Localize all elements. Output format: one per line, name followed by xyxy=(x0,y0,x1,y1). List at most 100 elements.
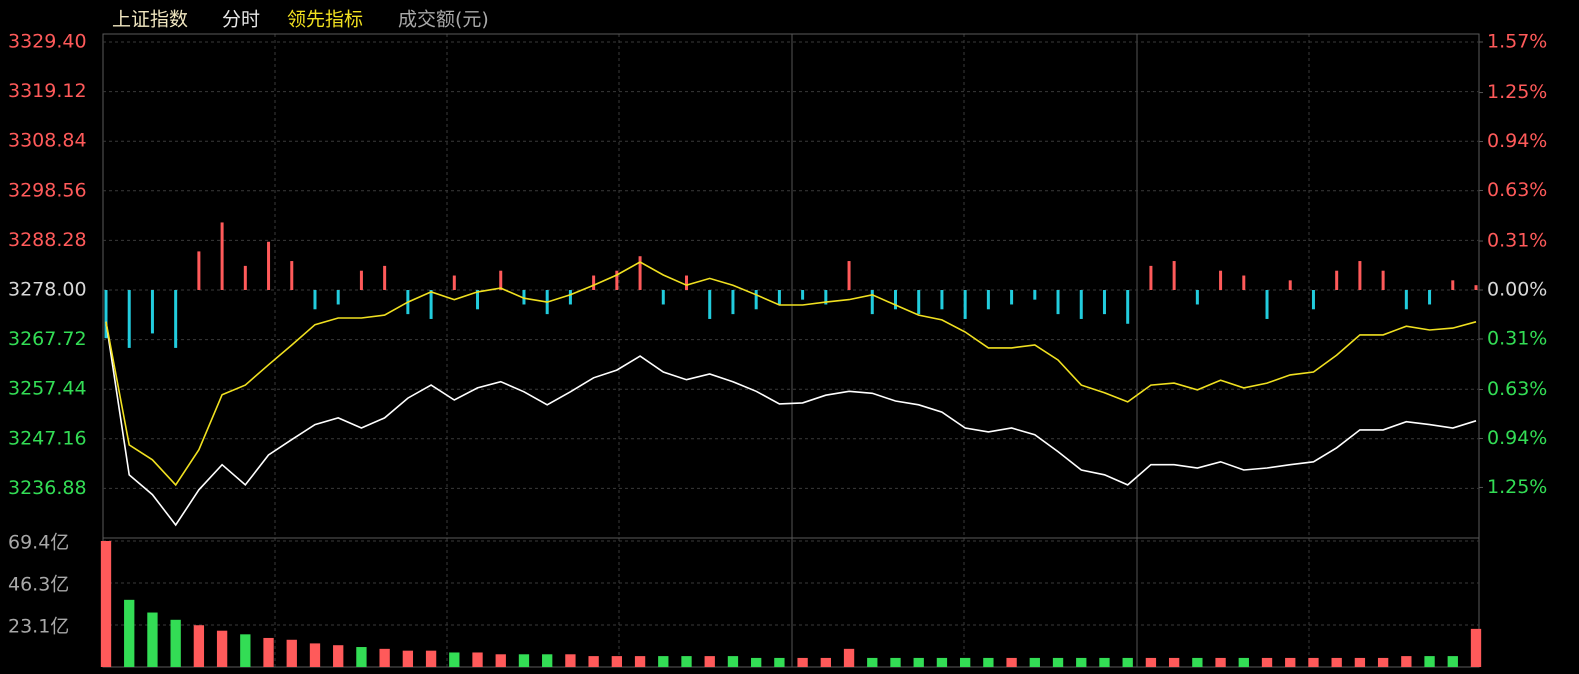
volume-bar xyxy=(1261,657,1273,667)
momentum-bar xyxy=(476,290,480,310)
momentum-bar xyxy=(243,265,247,290)
momentum-bar xyxy=(499,270,503,290)
volume-bar xyxy=(936,657,948,667)
momentum-bar xyxy=(685,275,689,290)
volume-bar xyxy=(797,657,808,667)
volume-bar xyxy=(1470,628,1482,667)
y-tick-label: 3319.12 xyxy=(8,80,87,102)
momentum-bar xyxy=(1311,290,1315,310)
volume-bar xyxy=(751,657,762,667)
momentum-bar xyxy=(104,290,108,339)
momentum-bar xyxy=(127,290,131,348)
volume-bar xyxy=(634,656,646,667)
volume-bar xyxy=(1099,657,1110,667)
index-name: 上证指数 xyxy=(112,9,188,31)
y2-tick-label: 0.31% xyxy=(1487,230,1547,252)
volume-bar xyxy=(1122,657,1133,667)
volume-bar xyxy=(1354,657,1366,667)
momentum-bar xyxy=(267,241,271,290)
momentum-bar xyxy=(708,290,712,319)
momentum-bar xyxy=(893,290,897,310)
y2-tick-label: 0.94% xyxy=(1487,130,1547,152)
momentum-bar xyxy=(661,290,665,305)
volume-bar xyxy=(959,657,971,667)
momentum-bar xyxy=(1404,290,1408,310)
momentum-bar xyxy=(1219,270,1223,290)
volume-bar xyxy=(356,647,367,667)
volume-bar xyxy=(1006,657,1017,667)
volume-bar xyxy=(1285,657,1296,667)
momentum-bar xyxy=(754,290,758,310)
y-tick-label: 3329.40 xyxy=(8,31,87,53)
y-tick-label: 3308.84 xyxy=(8,130,87,152)
momentum-bar xyxy=(1335,270,1339,290)
momentum-bar xyxy=(452,275,456,290)
momentum-bar xyxy=(847,261,851,290)
y-tick-label: 3298.56 xyxy=(8,179,87,201)
volume-bar xyxy=(263,637,274,667)
volume-bar xyxy=(472,652,483,667)
volume-bar xyxy=(658,656,669,667)
volume-bar xyxy=(843,648,855,667)
momentum-bar xyxy=(638,256,642,290)
volume-bar xyxy=(1145,657,1157,667)
momentum-bar xyxy=(1010,290,1014,305)
momentum-bar xyxy=(336,290,340,305)
volume-bar xyxy=(379,648,390,667)
momentum-bar xyxy=(1451,280,1455,290)
volume-bar xyxy=(425,650,437,667)
volume-bar xyxy=(309,643,321,667)
momentum-bar xyxy=(1172,261,1176,290)
volume-bar xyxy=(1401,656,1412,667)
volume-bar xyxy=(774,657,785,667)
volume-bar xyxy=(124,599,135,667)
momentum-bar xyxy=(986,290,990,310)
momentum-bar xyxy=(1126,290,1130,324)
momentum-bar xyxy=(1149,265,1153,290)
volume-tick-label: 69.4亿 xyxy=(8,532,69,554)
volume-bar xyxy=(240,634,251,667)
momentum-bar xyxy=(731,290,735,315)
volume-bar xyxy=(681,656,692,667)
volume-bar xyxy=(216,630,228,667)
y-tick-label: 3288.28 xyxy=(8,229,87,251)
momentum-bar xyxy=(174,290,178,348)
momentum-bar xyxy=(568,290,572,305)
volume-bar xyxy=(1377,657,1389,667)
y-tick-label: 3267.72 xyxy=(8,328,87,350)
y-tick-label: 3257.44 xyxy=(8,378,87,400)
volume-bar xyxy=(449,652,460,667)
momentum-bar xyxy=(1288,280,1292,290)
momentum-bar xyxy=(1195,290,1199,305)
momentum-bar xyxy=(1428,290,1432,305)
momentum-bar xyxy=(383,265,387,290)
volume-bar xyxy=(147,612,158,667)
y2-tick-label: 0.00% xyxy=(1487,279,1547,301)
momentum-bar xyxy=(220,222,224,290)
volume-bar xyxy=(286,639,297,667)
momentum-bar xyxy=(1474,285,1478,290)
volume-bar xyxy=(170,619,181,667)
y-tick-label: 3236.88 xyxy=(8,477,87,499)
series-line xyxy=(105,261,1477,487)
volume-bar xyxy=(1215,657,1226,667)
volume-bar xyxy=(867,657,878,667)
momentum-bar xyxy=(1056,290,1060,315)
momentum-bar xyxy=(197,251,201,290)
volume-bar xyxy=(542,654,553,667)
momentum-bar xyxy=(824,290,828,305)
momentum-bar xyxy=(917,290,921,315)
volume-tick-label: 23.1亿 xyxy=(8,616,69,638)
momentum-bar xyxy=(1381,270,1385,290)
momentum-bar xyxy=(359,270,363,290)
momentum-bar xyxy=(1242,275,1246,290)
momentum-bar xyxy=(801,290,805,300)
volume-label: 成交额(元) xyxy=(398,9,489,31)
momentum-bar xyxy=(1358,261,1362,290)
volume-bar xyxy=(1076,657,1087,667)
volume-bar xyxy=(1029,657,1040,667)
mode-label: 分时 xyxy=(222,9,260,31)
